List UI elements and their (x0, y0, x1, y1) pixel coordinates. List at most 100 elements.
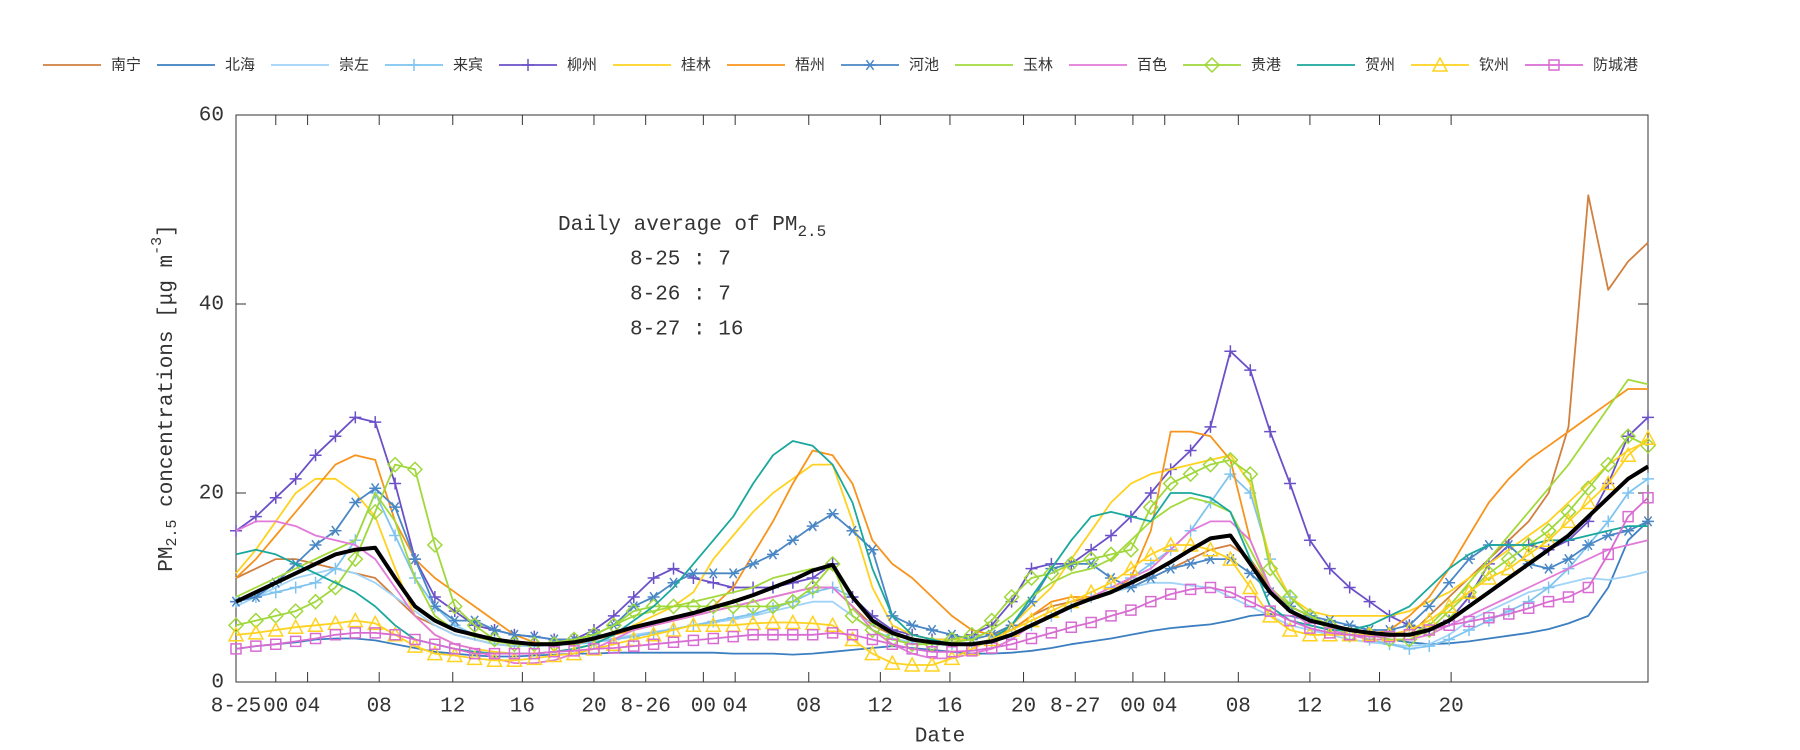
point-marker (1281, 621, 1299, 637)
point-marker (565, 645, 583, 661)
point-marker (329, 525, 342, 537)
point-marker (1503, 608, 1515, 620)
point-marker (886, 638, 899, 650)
point-marker (329, 430, 342, 443)
point-marker (426, 645, 444, 661)
series-line (235, 440, 1648, 655)
point-marker (250, 640, 262, 652)
point-marker (1562, 591, 1575, 603)
point-marker (389, 629, 401, 641)
point-marker (1122, 541, 1139, 558)
point-marker (1443, 633, 1456, 646)
point-marker (307, 616, 324, 633)
point-marker (309, 539, 322, 551)
point-marker (667, 636, 680, 649)
series-line (235, 487, 1649, 641)
point-marker (1144, 487, 1157, 499)
point-marker (1162, 475, 1179, 492)
point-marker (247, 624, 265, 640)
point-marker (309, 576, 322, 589)
point-marker (230, 643, 242, 655)
x-axis-label: Date (915, 726, 965, 749)
point-marker (1303, 534, 1316, 547)
point-marker (806, 629, 819, 641)
point-marker (1540, 522, 1557, 539)
point-marker (269, 586, 282, 599)
point-marker (389, 501, 402, 513)
point-marker (1602, 515, 1615, 528)
point-marker (1542, 595, 1555, 608)
point-marker (1184, 444, 1197, 457)
point-marker (903, 656, 921, 672)
point-marker (1264, 605, 1276, 617)
point-marker (647, 591, 660, 603)
point-marker (1642, 516, 1654, 527)
point-marker (1642, 491, 1654, 504)
x-tick-label: 04 (1152, 696, 1177, 719)
x-tick-label: 00 (1120, 696, 1145, 719)
legend-label: 梧州 (795, 56, 825, 74)
point-marker (406, 461, 424, 478)
point-marker (269, 491, 282, 504)
point-marker (468, 647, 481, 660)
point-marker (287, 618, 304, 634)
point-marker (806, 572, 819, 585)
point-marker (844, 607, 861, 624)
x-tick-label: 12 (868, 696, 893, 719)
point-marker (1281, 588, 1299, 606)
point-marker (824, 555, 841, 572)
point-marker (1261, 607, 1279, 623)
point-marker (1542, 581, 1555, 594)
point-marker (1204, 581, 1217, 594)
point-marker (367, 503, 384, 520)
point-marker (1560, 503, 1577, 520)
point-marker (1522, 595, 1535, 608)
point-marker (486, 651, 503, 668)
series-line (235, 440, 1649, 655)
legend-marker (522, 59, 534, 71)
point-marker (1622, 510, 1634, 523)
x-tick-label: 16 (937, 696, 962, 719)
point-marker (449, 643, 461, 655)
point-marker (727, 630, 739, 643)
point-marker (687, 634, 700, 647)
point-marker (267, 621, 285, 637)
point-marker (1025, 562, 1038, 575)
point-marker (864, 645, 881, 661)
point-marker (906, 620, 919, 631)
point-marker (727, 568, 740, 579)
point-marker (1622, 487, 1635, 499)
x-tick-label: 16 (510, 696, 535, 719)
point-marker (766, 549, 779, 560)
point-marker (926, 646, 938, 658)
x-tick-label: 12 (440, 696, 465, 719)
x-tick-label: 12 (1297, 696, 1322, 719)
point-marker (1620, 428, 1637, 445)
point-marker (1224, 586, 1237, 598)
point-marker (1145, 595, 1157, 608)
legend-label: 柳州 (567, 56, 597, 74)
point-marker (1423, 601, 1436, 612)
point-marker (1383, 630, 1396, 643)
point-marker (488, 624, 501, 636)
point-marker (1122, 560, 1140, 576)
point-marker (1363, 595, 1376, 608)
point-marker (347, 551, 364, 568)
point-marker (545, 646, 563, 663)
y-tick-label: 60 (199, 105, 224, 128)
x-tick-label: 04 (295, 696, 320, 719)
legend-marker (408, 59, 420, 71)
point-marker (1264, 425, 1277, 438)
point-marker (884, 654, 901, 670)
point-marker (1482, 614, 1495, 627)
point-marker (289, 635, 302, 648)
point-marker (568, 645, 580, 657)
average-line (235, 464, 1650, 647)
point-marker (369, 416, 382, 429)
x-tick-label: 08 (796, 696, 821, 719)
point-marker (625, 603, 642, 620)
point-marker (1542, 563, 1555, 574)
point-marker (289, 581, 302, 594)
point-marker (347, 611, 364, 628)
